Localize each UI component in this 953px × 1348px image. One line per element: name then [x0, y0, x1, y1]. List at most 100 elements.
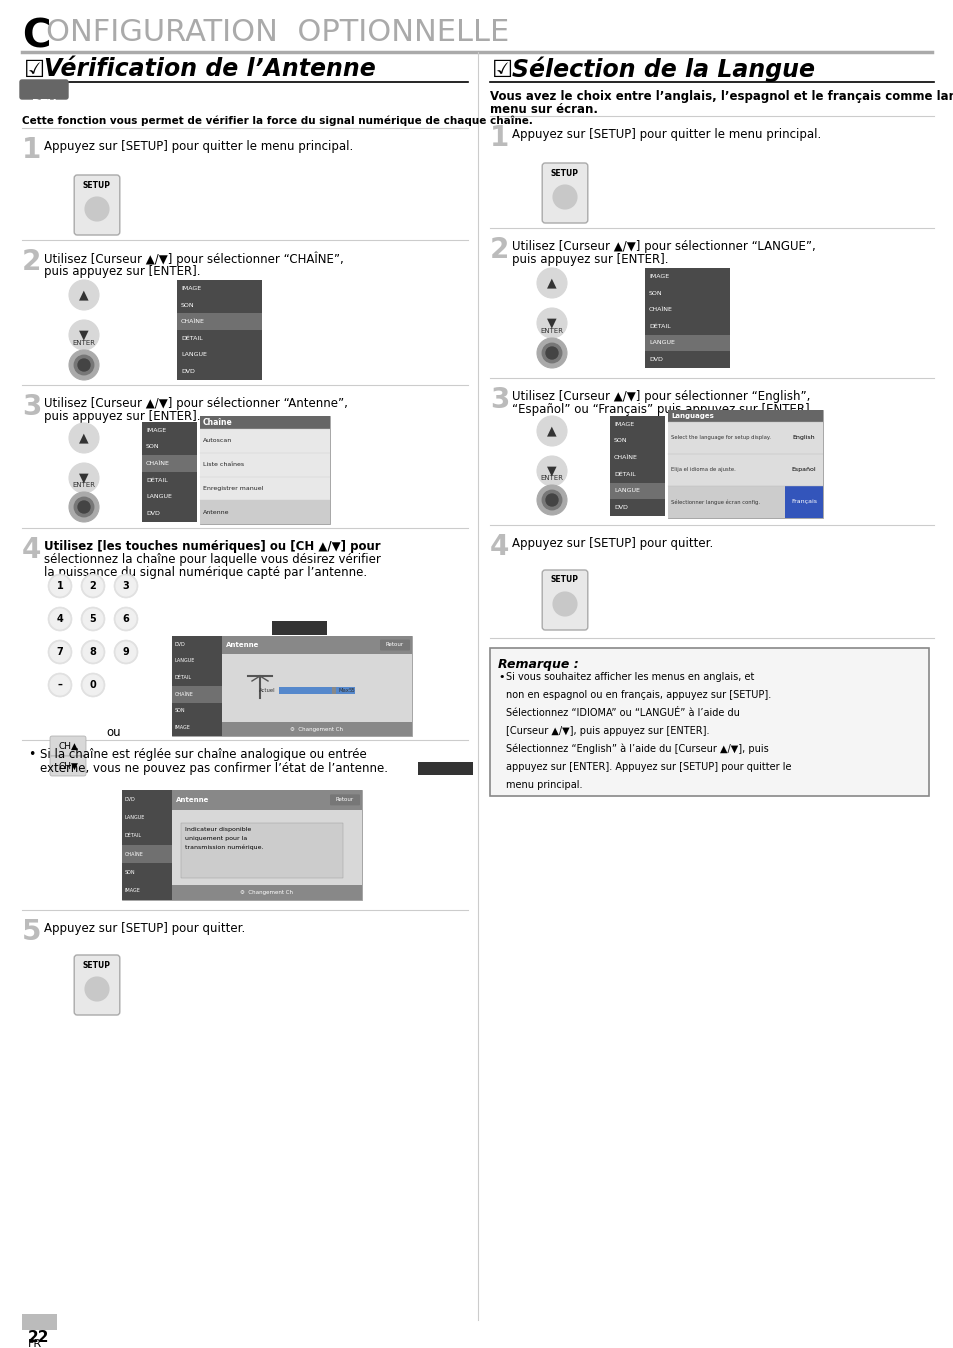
Circle shape [116, 642, 135, 662]
Circle shape [116, 609, 135, 628]
Circle shape [69, 462, 99, 493]
Text: CHAÎNE: CHAÎNE [174, 692, 193, 697]
Bar [272, 621, 327, 635]
Text: ⚙  Changement Ch: ⚙ Changement Ch [291, 727, 343, 732]
Text: Sélectionner langue écran config.: Sélectionner langue écran config. [670, 499, 760, 504]
Text: Video: Video [430, 776, 461, 786]
FancyBboxPatch shape [20, 80, 68, 98]
Circle shape [83, 609, 103, 628]
Bar [122, 790, 172, 809]
Text: ▲: ▲ [79, 431, 89, 445]
Bar [177, 346, 262, 364]
Text: 2: 2 [490, 236, 509, 264]
Text: CHAÎNE: CHAÎNE [614, 456, 638, 460]
Bar [177, 313, 262, 330]
Text: Liste chaînes: Liste chaînes [203, 462, 244, 468]
FancyBboxPatch shape [330, 794, 359, 805]
Circle shape [51, 609, 70, 628]
Circle shape [69, 492, 99, 522]
Bar [609, 449, 664, 466]
Text: Sélectionnez “English” à l’aide du [Curseur ▲/▼], puis: Sélectionnez “English” à l’aide du [Curs… [505, 744, 768, 755]
Bar [22, 1314, 57, 1330]
Circle shape [81, 673, 105, 697]
Text: 4: 4 [490, 532, 509, 561]
Text: English: English [792, 435, 815, 441]
Text: CH▲: CH▲ [58, 741, 78, 751]
Circle shape [537, 456, 566, 487]
Bar [644, 284, 729, 302]
Text: –: – [57, 679, 62, 690]
Bar [667, 410, 822, 518]
Text: externe, vous ne pouvez pas confirmer l’état de l’antenne.: externe, vous ne pouvez pas confirmer l’… [40, 762, 388, 775]
Text: 22: 22 [29, 1330, 50, 1345]
Text: CHAÎNE: CHAÎNE [648, 307, 672, 313]
Circle shape [553, 185, 577, 209]
Bar [142, 456, 196, 472]
Circle shape [78, 501, 90, 514]
Text: Vous avez le choix entre l’anglais, l’espagnol et le français comme langue de: Vous avez le choix entre l’anglais, l’es… [490, 90, 953, 102]
Text: ou: ou [76, 318, 91, 332]
Text: Utilisez [Curseur ▲/▼] pour sélectionner “CHAÎNE”,: Utilisez [Curseur ▲/▼] pour sélectionner… [44, 252, 343, 267]
Text: 2: 2 [90, 581, 96, 590]
Circle shape [85, 197, 109, 221]
Bar [200, 500, 330, 524]
Text: Appuyez sur [SETUP] pour quitter.: Appuyez sur [SETUP] pour quitter. [512, 537, 713, 550]
Text: puis appuyez sur [ENTER].: puis appuyez sur [ENTER]. [512, 253, 668, 266]
Bar [142, 472, 196, 489]
Circle shape [48, 673, 71, 697]
Text: IMAGE: IMAGE [125, 888, 141, 894]
Circle shape [89, 201, 105, 217]
Bar [122, 790, 361, 900]
Text: CHAÎNE: CHAÎNE [146, 461, 170, 466]
Text: puis appuyez sur [ENTER].: puis appuyez sur [ENTER]. [44, 410, 200, 423]
FancyBboxPatch shape [541, 163, 587, 222]
Text: appuyez sur [ENTER]. Appuyez sur [SETUP] pour quitter le: appuyez sur [ENTER]. Appuyez sur [SETUP]… [505, 762, 791, 772]
Text: 1: 1 [22, 136, 41, 164]
Text: DVD: DVD [181, 369, 194, 375]
Bar [644, 268, 729, 284]
Text: Français: Français [790, 500, 816, 504]
Text: ou: ou [107, 727, 121, 739]
Bar [200, 417, 330, 524]
Text: •: • [497, 673, 504, 682]
FancyBboxPatch shape [379, 639, 410, 651]
Bar [177, 280, 262, 380]
Circle shape [51, 642, 70, 662]
Text: DVD: DVD [146, 511, 160, 516]
Text: LANGUE: LANGUE [174, 659, 195, 663]
FancyBboxPatch shape [490, 648, 928, 797]
Text: 0: 0 [90, 679, 96, 690]
Text: ▲: ▲ [79, 288, 89, 302]
FancyBboxPatch shape [50, 756, 86, 776]
Text: 2: 2 [22, 248, 41, 276]
Text: DÉTAIL: DÉTAIL [614, 472, 635, 477]
Bar [609, 499, 664, 516]
Text: Max: Max [338, 687, 349, 693]
Circle shape [83, 642, 103, 662]
Text: CHAÎNE: CHAÎNE [125, 852, 144, 857]
Bar [172, 636, 222, 652]
Circle shape [74, 497, 93, 516]
Bar [172, 702, 222, 720]
Circle shape [83, 576, 103, 596]
Text: ENTER: ENTER [540, 474, 563, 481]
Text: DÉTAIL: DÉTAIL [146, 477, 168, 483]
Circle shape [89, 981, 105, 998]
Text: ENTER: ENTER [72, 483, 95, 488]
Bar [142, 506, 196, 522]
Text: 5: 5 [22, 918, 42, 946]
Circle shape [553, 592, 577, 616]
Text: DVD: DVD [125, 797, 135, 802]
Circle shape [113, 574, 138, 599]
Text: •: • [28, 748, 35, 762]
Text: LANGUE: LANGUE [181, 352, 207, 357]
Text: 3: 3 [22, 394, 41, 421]
Bar [784, 487, 822, 518]
Text: SON: SON [648, 291, 662, 295]
Text: CHAÎNE: CHAÎNE [181, 319, 205, 324]
Circle shape [69, 319, 99, 350]
Bar [609, 483, 664, 499]
Text: Indicateur disponible: Indicateur disponible [185, 828, 252, 832]
Text: 4: 4 [56, 613, 63, 624]
Bar [332, 687, 335, 694]
